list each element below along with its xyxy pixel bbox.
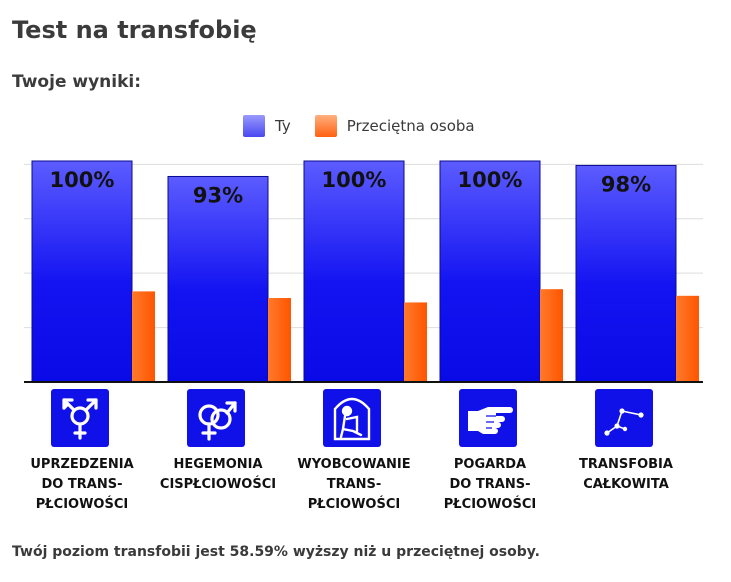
- category-label-line: CAŁKOWITA: [583, 477, 669, 492]
- category-label-line: DO TRANS-: [41, 477, 123, 492]
- category-label-line: PŁCIOWOŚCI: [35, 497, 129, 512]
- bar-you: [575, 164, 677, 383]
- results-heading: Twoje wyniki:: [12, 72, 142, 92]
- category-label-line: TRANSFOBIA: [579, 457, 673, 472]
- legend-item-you: Ty: [243, 115, 291, 137]
- legend-item-average: Przeciętna osoba: [314, 115, 475, 137]
- bar-you: [31, 160, 133, 383]
- bar-average: [268, 298, 291, 382]
- data-label-you: 100%: [458, 168, 523, 192]
- category-label: UPRZEDZENIA DO TRANS- PŁCIOWOŚCI: [12, 455, 152, 515]
- category-label-line: PŁCIOWOŚCI: [443, 497, 537, 512]
- bar-you: [303, 160, 405, 383]
- bar-you: [439, 160, 541, 383]
- category-label-line: CISPŁCIOWOŚCI: [159, 477, 277, 492]
- constellation-icon: [595, 389, 653, 447]
- category-label: POGARDA DO TRANS- PŁCIOWOŚCI: [420, 455, 560, 515]
- transgender-symbol-icon: [51, 389, 109, 447]
- legend-swatch-average: [314, 115, 337, 137]
- bar-you: [167, 175, 269, 383]
- category-label-line: DO TRANS-: [449, 477, 531, 492]
- legend-label-you: Ty: [275, 117, 291, 135]
- category-label-line: UPRZEDZENIA: [30, 457, 134, 472]
- legend-label-average: Przeciętna osoba: [346, 117, 475, 135]
- data-label-you: 100%: [322, 168, 387, 192]
- result-summary: Twój poziom transfobii jest 58.59% wyższ…: [12, 544, 540, 560]
- category-label: TRANSFOBIA CAŁKOWITA: [556, 455, 696, 495]
- category-label: HEGEMONIA CISPŁCIOWOŚCI: [148, 455, 288, 495]
- bar-average: [404, 302, 427, 382]
- category-label: WYOBCOWANIE TRANS- PŁCIOWOŚCI: [284, 455, 424, 515]
- bar-average: [540, 289, 563, 382]
- chart-legend: Ty Przeciętna osoba: [243, 115, 499, 137]
- heterosexual-symbol-icon: [187, 389, 245, 447]
- results-bar-chart: 100% 93% 100% 100% 98%: [24, 160, 703, 383]
- sitting-person-icon: [323, 389, 381, 447]
- category-label-line: PŁCIOWOŚCI: [307, 497, 401, 512]
- category-label-line: HEGEMONIA: [173, 457, 263, 472]
- page-title: Test na transfobię: [12, 16, 257, 44]
- pointing-hand-icon: [459, 389, 517, 447]
- data-label-you: 98%: [601, 172, 651, 196]
- data-label-you: 93%: [193, 183, 243, 207]
- data-label-you: 100%: [50, 168, 115, 192]
- category-label-line: POGARDA: [453, 457, 527, 472]
- legend-swatch-you: [243, 115, 265, 137]
- bar-average: [132, 291, 155, 382]
- category-label-line: WYOBCOWANIE: [297, 457, 411, 472]
- bar-average: [676, 295, 699, 382]
- category-label-line: TRANS-: [326, 477, 382, 492]
